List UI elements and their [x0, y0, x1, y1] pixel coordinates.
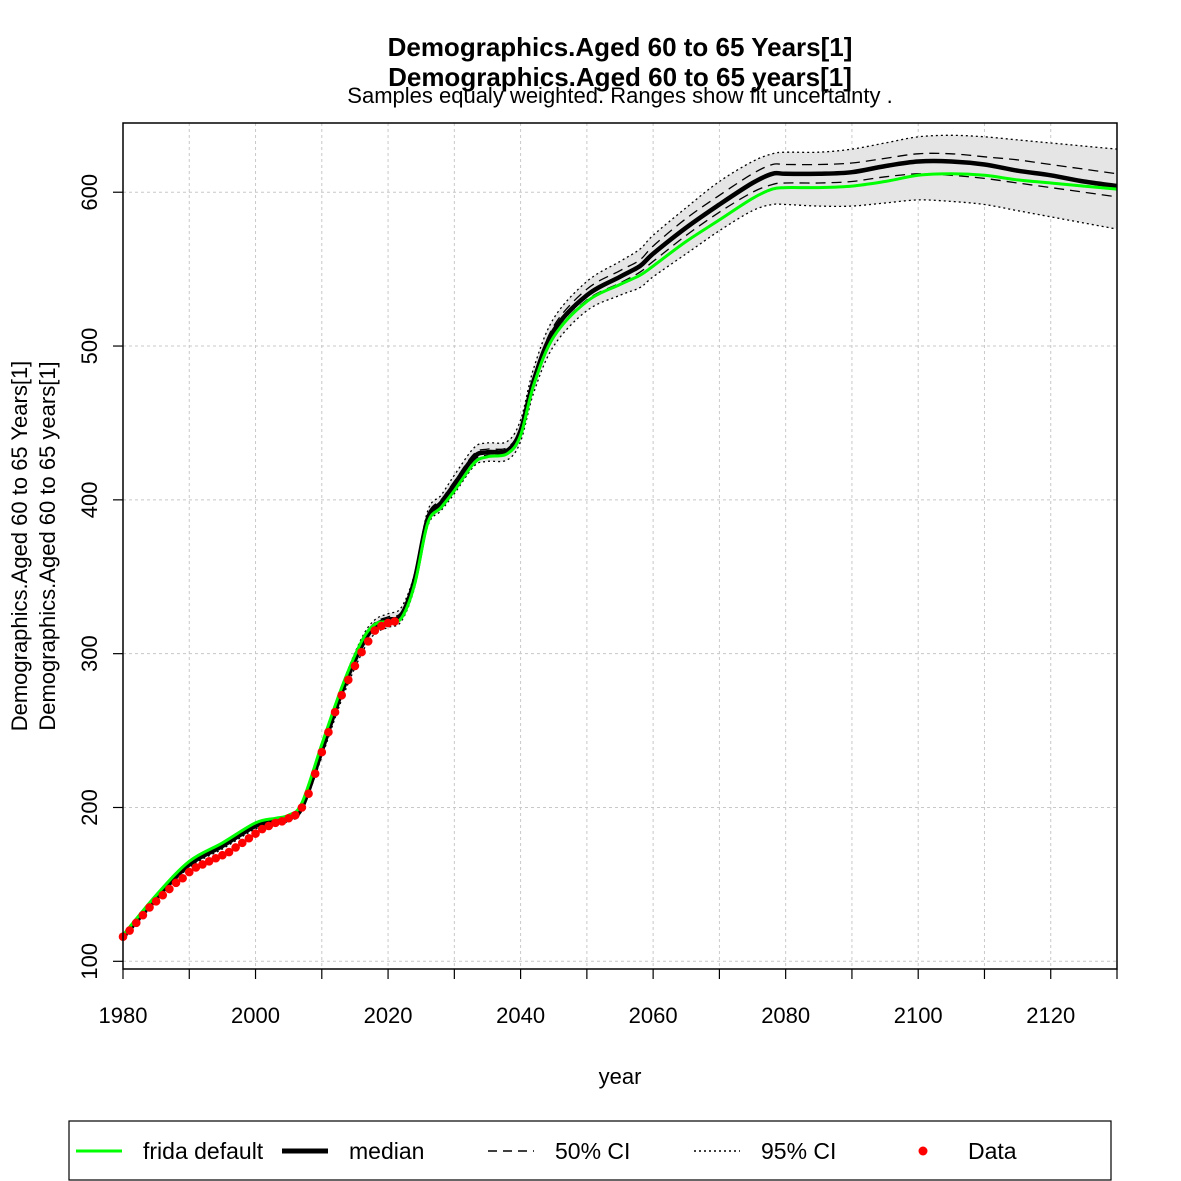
data-point	[204, 857, 214, 866]
x-tick-label: 2100	[894, 1003, 943, 1028]
data-point	[284, 813, 293, 823]
chart-title-line-1: Demographics.Aged 60 to 65 Years[1]	[388, 32, 853, 62]
chart-title-line-2: Demographics.Aged 60 to 65 years[1]	[388, 62, 852, 92]
ci-95-high-line	[122, 134, 1118, 935]
data-point	[165, 884, 174, 894]
legend: frida default median 50% CI 95% CI Data	[68, 1120, 1112, 1181]
y-tick-label: 600	[77, 174, 102, 211]
y-axis-label-line-1: Demographics.Aged 60 to 65 Years[1]	[7, 361, 32, 732]
x-tick-label: 2020	[364, 1003, 413, 1028]
plot-frame	[122, 122, 1118, 970]
frida-default-line	[121, 172, 1118, 937]
y-tick-label: 100	[77, 943, 102, 980]
y-tick-label: 200	[77, 789, 102, 826]
y-axis: 100 200 300 400 500 600	[77, 174, 123, 980]
data-point	[330, 707, 340, 717]
data-point	[337, 690, 346, 700]
x-tick-label: 2000	[231, 1003, 280, 1028]
legend-data-swatch	[918, 1146, 928, 1156]
x-tick-label: 2080	[761, 1003, 810, 1028]
legend-data-label: Data	[968, 1138, 1017, 1164]
data-point	[171, 878, 181, 888]
legend-95ci-label: 95% CI	[761, 1138, 836, 1164]
y-tick-label: 500	[77, 328, 102, 365]
data-point	[125, 926, 134, 935]
legend-box	[68, 1120, 1112, 1181]
data-point	[324, 727, 333, 737]
x-axis-label: year	[599, 1064, 642, 1089]
data-point	[184, 867, 194, 877]
data-point	[271, 818, 280, 828]
data-point	[198, 860, 207, 869]
data-point	[231, 843, 240, 852]
y-tick-label: 400	[77, 481, 102, 518]
data-point	[131, 918, 141, 928]
grid	[122, 123, 1118, 969]
data-points	[118, 617, 399, 941]
data-point	[244, 833, 254, 843]
x-tick-label: 2040	[496, 1003, 545, 1028]
legend-median-label: median	[349, 1138, 424, 1164]
data-point	[277, 817, 287, 826]
y-axis-label-line-2: Demographics.Aged 60 to 65 years[1]	[35, 361, 60, 730]
data-point	[370, 626, 380, 635]
legend-50ci-label: 50% CI	[555, 1138, 630, 1164]
data-point	[158, 890, 168, 900]
x-tick-label: 1980	[99, 1003, 148, 1028]
data-point	[257, 824, 267, 834]
data-point	[350, 661, 360, 671]
x-tick-label: 2120	[1026, 1003, 1075, 1028]
data-point	[264, 821, 274, 831]
y-tick-label: 300	[77, 635, 102, 672]
data-point	[390, 617, 399, 626]
chart-subtitle: Samples equaly weighted. Ranges show fit…	[347, 83, 892, 108]
x-tick-label: 2060	[629, 1003, 678, 1028]
legend-frida-default-label: frida default	[143, 1138, 264, 1164]
x-axis: 1980 2000 2020 2040 2060 2080 2100 2120	[99, 969, 1118, 1028]
ci-95-low-line	[122, 199, 1118, 941]
data-point	[304, 789, 313, 798]
data-point	[237, 838, 247, 848]
data-point	[211, 853, 221, 863]
data-point	[357, 647, 366, 657]
data-point	[317, 747, 327, 757]
data-point	[344, 675, 353, 685]
series-lines	[121, 134, 1118, 941]
data-point	[383, 618, 393, 628]
data-point	[310, 769, 320, 778]
data-point	[138, 910, 148, 920]
data-point	[145, 903, 154, 912]
data-point	[218, 850, 227, 860]
data-point	[224, 847, 234, 857]
data-point	[178, 873, 187, 883]
data-point	[191, 863, 201, 872]
data-point	[151, 897, 161, 906]
data-point	[363, 637, 373, 646]
data-point	[377, 621, 386, 631]
data-point	[251, 829, 260, 838]
data-point	[290, 810, 300, 820]
data-point	[297, 803, 307, 812]
